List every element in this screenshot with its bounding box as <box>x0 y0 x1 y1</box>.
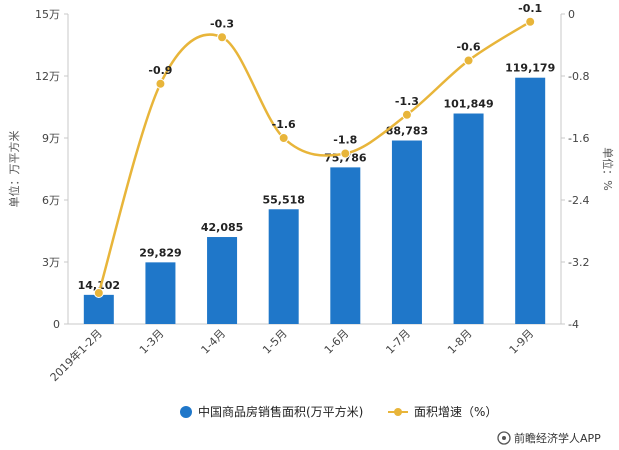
right-tick-label: -3.2 <box>568 256 589 269</box>
line-data-label: -1.8 <box>333 134 357 147</box>
left-tick-label: 9万 <box>42 132 60 145</box>
legend-bar-label: 中国商品房销售面积(万平方米) <box>198 404 363 419</box>
bar-data-label: 42,085 <box>201 221 243 234</box>
line-points <box>93 16 536 298</box>
bar <box>83 294 114 324</box>
bar-data-label: 14,102 <box>78 279 120 292</box>
right-tick-label: -2.4 <box>568 194 589 207</box>
line-point <box>155 78 166 89</box>
right-tick-label: -0.8 <box>568 70 589 83</box>
line-point <box>463 55 474 66</box>
legend: 中国商品房销售面积(万平方米) 面积增速（%） <box>180 404 497 419</box>
line-point <box>278 133 289 143</box>
bar-data-label: 101,849 <box>444 98 494 111</box>
line-point <box>525 16 536 27</box>
left-tick-label: 3万 <box>42 256 60 269</box>
bar-data-labels: 14,10229,82942,08555,51875,78688,783101,… <box>78 62 556 292</box>
bar-data-label: 29,829 <box>139 246 181 259</box>
source-logo-icon <box>497 431 511 445</box>
bar-data-label: 119,179 <box>505 62 555 75</box>
line-data-label: -0.9 <box>148 64 172 77</box>
legend-line-label: 面积增速（%） <box>414 405 497 419</box>
bar <box>145 262 176 324</box>
right-tick-label: -4 <box>568 318 579 331</box>
line-point <box>217 32 228 43</box>
line-data-label: -1.3 <box>395 95 419 108</box>
line-point <box>93 288 104 298</box>
source-text: 前瞻经济学人APP <box>514 431 601 445</box>
right-tick-labels: 0 -0.8 -1.6 -2.4 -3.2 -4 <box>561 8 589 331</box>
line-point <box>401 109 412 120</box>
line-point <box>340 148 351 159</box>
x-tick-label: 2019年1-2月 <box>47 326 105 384</box>
x-tick-label: 1-3月 <box>137 327 167 357</box>
x-tick-label: 1-5月 <box>260 327 290 357</box>
bar <box>268 209 299 324</box>
left-axis-title: 单位：万平方米 <box>7 131 21 208</box>
x-tick-label: 1-6月 <box>322 327 352 357</box>
left-tick-labels: 0 3万 6万 9万 12万 15万 <box>35 8 68 331</box>
legend-bar-marker <box>180 406 192 418</box>
line-data-label: -0.3 <box>210 17 234 30</box>
bar <box>330 167 361 324</box>
bar-data-label: 88,783 <box>386 125 428 138</box>
x-tick-label: 1-8月 <box>445 327 475 357</box>
line-data-labels: -0.9 -0.3 -1.6 -1.8 -1.3 -0.6 -0.1 <box>148 2 542 147</box>
right-tick-label: 0 <box>568 8 575 21</box>
left-tick-label: 12万 <box>35 70 60 83</box>
line-data-label: -0.6 <box>457 41 481 54</box>
left-tick-label: 0 <box>53 318 60 331</box>
source-logo-icon-dot <box>502 436 506 440</box>
line-data-label: -0.1 <box>518 2 542 15</box>
x-tick-label: 1-7月 <box>383 327 413 357</box>
source-credit: 前瞻经济学人APP <box>497 431 601 445</box>
x-tick-label: 1-4月 <box>199 327 229 357</box>
bar <box>453 113 484 324</box>
left-tick-label: 6万 <box>42 194 60 207</box>
right-tick-label: -1.6 <box>568 132 589 145</box>
bar-series <box>83 77 546 324</box>
bar <box>391 140 422 324</box>
bar <box>515 77 546 324</box>
x-tick-labels: 2019年1-2月 1-3月 1-4月 1-5月 1-6月 1-7月 1-8月 1-9月 <box>47 326 536 384</box>
left-tick-label: 15万 <box>35 8 60 21</box>
bar-data-label: 55,518 <box>262 193 304 206</box>
x-tick-label: 1-9月 <box>507 327 537 357</box>
line-data-label: -1.6 <box>272 118 296 131</box>
legend-line-dot <box>394 408 402 416</box>
right-axis-title: 单位：% <box>601 147 615 190</box>
bar <box>207 237 238 324</box>
